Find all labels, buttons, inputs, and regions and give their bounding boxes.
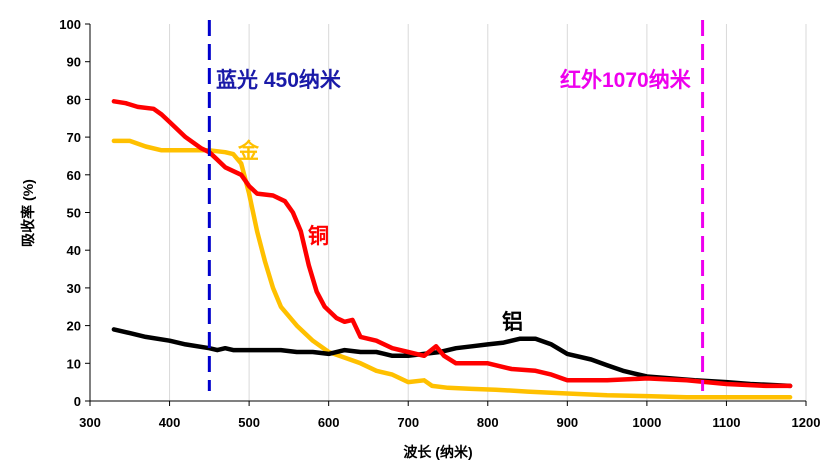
annotation-copper: 铜 bbox=[308, 224, 329, 248]
annotation-blue-light: 蓝光 450纳米 bbox=[216, 68, 342, 92]
tick-labels: 0 10 20 30 40 50 60 70 80 90 100 300 400 500 600 700 800… bbox=[59, 17, 820, 430]
x-tick-label: 1200 bbox=[792, 415, 821, 430]
annotation-infrared: 红外1070纳米 bbox=[560, 68, 692, 92]
x-tick-label: 900 bbox=[556, 415, 578, 430]
axes bbox=[85, 23, 807, 406]
series-line-copper bbox=[111, 99, 793, 389]
x-tick-label: 800 bbox=[477, 415, 499, 430]
y-tick-label: 90 bbox=[67, 55, 81, 70]
x-tick-label: 600 bbox=[318, 415, 340, 430]
y-tick-label: 70 bbox=[67, 130, 81, 145]
annotation-gold: 金 bbox=[237, 139, 260, 163]
annotation-aluminum: 铝 bbox=[502, 310, 523, 334]
x-tick-label: 1100 bbox=[712, 415, 740, 430]
series-line-aluminum bbox=[111, 327, 793, 389]
y-tick-label: 0 bbox=[74, 394, 81, 409]
y-tick-label: 60 bbox=[67, 168, 81, 183]
reference-lines bbox=[207, 20, 705, 391]
series-lines bbox=[111, 99, 793, 400]
series-line-gold bbox=[111, 138, 793, 400]
x-tick-label: 400 bbox=[159, 415, 181, 430]
y-tick-label: 20 bbox=[67, 319, 81, 334]
y-tick-label: 10 bbox=[67, 356, 81, 371]
y-tick-label: 100 bbox=[59, 17, 81, 32]
x-tick-label: 1000 bbox=[632, 415, 661, 430]
x-tick-label: 500 bbox=[238, 415, 260, 430]
x-tick-label: 300 bbox=[79, 415, 101, 430]
x-tick-label: 700 bbox=[397, 415, 419, 430]
grid-lines bbox=[169, 24, 807, 401]
x-axis-title: 波长 (纳米) bbox=[403, 444, 472, 460]
y-axis-title: 吸收率 (%) bbox=[20, 179, 36, 247]
y-tick-label: 80 bbox=[67, 92, 81, 107]
y-tick-label: 50 bbox=[67, 206, 81, 221]
y-tick-label: 30 bbox=[67, 281, 81, 296]
y-tick-label: 40 bbox=[67, 243, 81, 258]
